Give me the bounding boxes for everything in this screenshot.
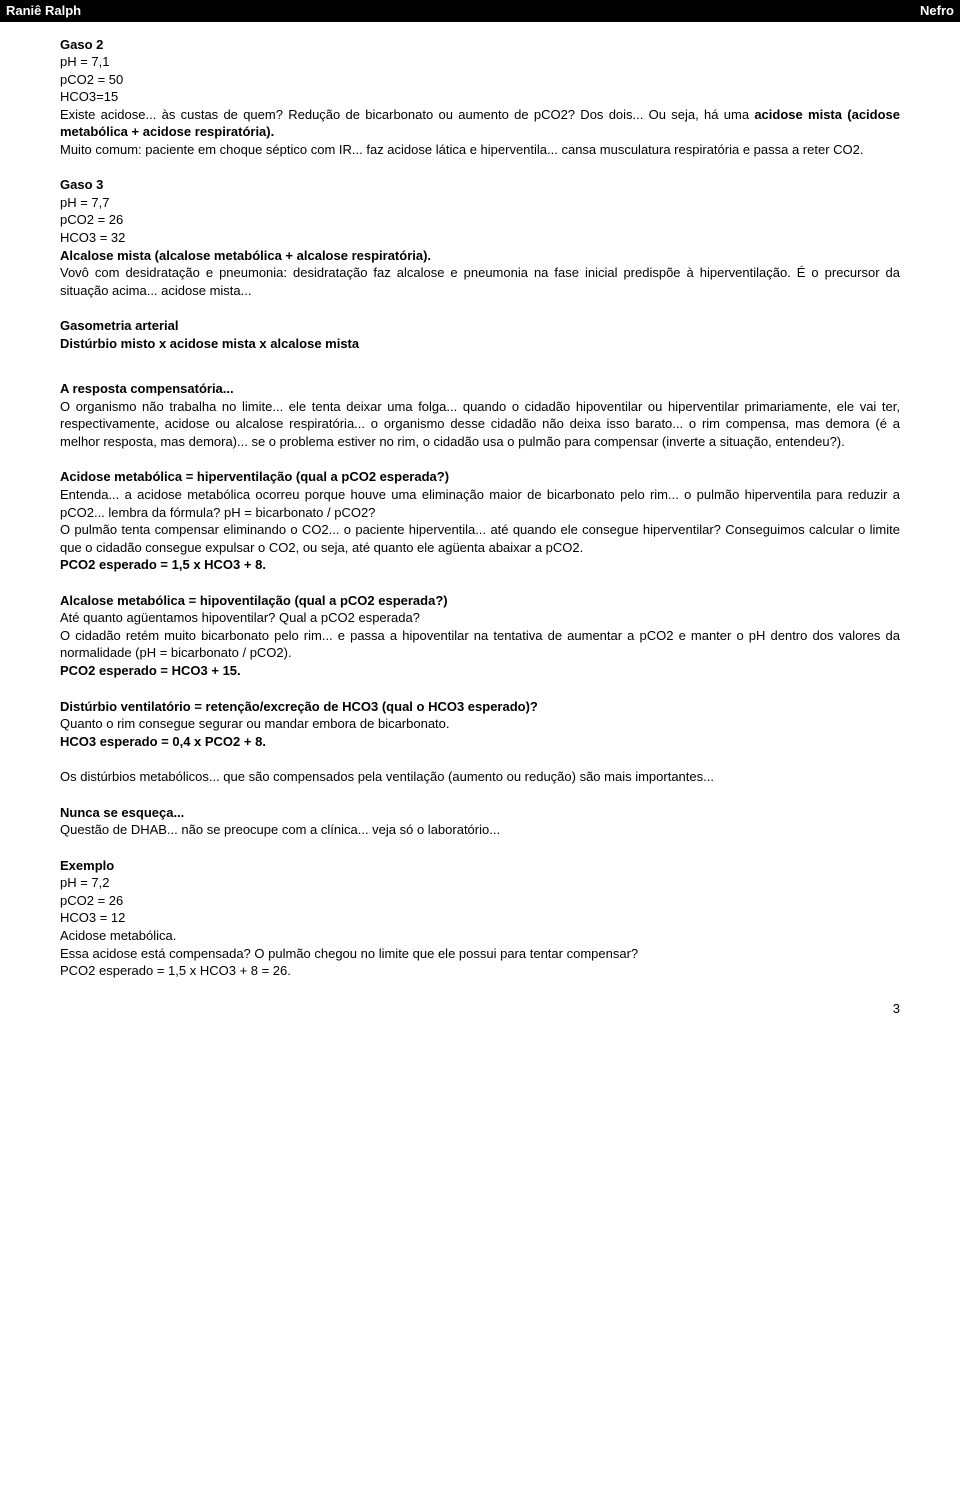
exemplo-pco2: pCO2 = 26: [60, 892, 900, 910]
alcalose-met-l2: O cidadão retém muito bicarbonato pelo r…: [60, 627, 900, 662]
exemplo-hco3: HCO3 = 12: [60, 909, 900, 927]
exemplo-calc: PCO2 esperado = 1,5 x HCO3 + 8 = 26.: [60, 962, 900, 980]
disturbio-title: Distúrbio ventilatório = retenção/excreç…: [60, 698, 900, 716]
header-left: Raniê Ralph: [6, 2, 81, 20]
gaso2-line1: Existe acidose... às custas de quem? Red…: [60, 106, 900, 141]
exemplo-ph: pH = 7,2: [60, 874, 900, 892]
nunca-title: Nunca se esqueça...: [60, 804, 900, 822]
alcalose-met-title: Alcalose metabólica = hipoventilação (qu…: [60, 592, 900, 610]
alcalose-met-formula: PCO2 esperado = HCO3 + 15.: [60, 662, 900, 680]
disturbio-formula: HCO3 esperado = 0,4 x PCO2 + 8.: [60, 733, 900, 751]
gaso2-title: Gaso 2: [60, 36, 900, 54]
gaso3-title: Gaso 3: [60, 176, 900, 194]
exemplo-block: Exemplo pH = 7,2 pCO2 = 26 HCO3 = 12 Aci…: [60, 857, 900, 980]
header-bar: Raniê Ralph Nefro: [0, 0, 960, 22]
disturbio-block: Distúrbio ventilatório = retenção/excreç…: [60, 698, 900, 751]
alcalose-met-l1: Até quanto agüentamos hipoventilar? Qual…: [60, 609, 900, 627]
gaso2-hco3: HCO3=15: [60, 88, 900, 106]
gaso2-block: Gaso 2 pH = 7,1 pCO2 = 50 HCO3=15 Existe…: [60, 36, 900, 159]
disturbio-l1: Quanto o rim consegue segurar ou mandar …: [60, 715, 900, 733]
acidose-met-l2: O pulmão tenta compensar eliminando o CO…: [60, 521, 900, 556]
gaso3-line1: Vovô com desidratação e pneumonia: desid…: [60, 264, 900, 299]
acidose-met-formula: PCO2 esperado = 1,5 x HCO3 + 8.: [60, 556, 900, 574]
exemplo-diag: Acidose metabólica.: [60, 927, 900, 945]
alcalose-met-block: Alcalose metabólica = hipoventilação (qu…: [60, 592, 900, 680]
resposta-block: A resposta compensatória... O organismo …: [60, 380, 900, 450]
resposta-body: O organismo não trabalha no limite... el…: [60, 398, 900, 451]
gaso3-ph: pH = 7,7: [60, 194, 900, 212]
gasometria-l2: Distúrbio misto x acidose mista x alcalo…: [60, 335, 900, 353]
gaso3-pco2: pCO2 = 26: [60, 211, 900, 229]
gaso2-ph: pH = 7,1: [60, 53, 900, 71]
page-number: 3: [60, 1000, 900, 1018]
acidose-met-block: Acidose metabólica = hiperventilação (qu…: [60, 468, 900, 573]
header-right: Nefro: [920, 2, 954, 20]
resposta-title: A resposta compensatória...: [60, 380, 900, 398]
gasometria-block: Gasometria arterial Distúrbio misto x ac…: [60, 317, 900, 352]
gaso3-hco3: HCO3 = 32: [60, 229, 900, 247]
disturbios-met-text: Os distúrbios metabólicos... que são com…: [60, 768, 900, 786]
exemplo-q: Essa acidose está compensada? O pulmão c…: [60, 945, 900, 963]
gaso2-line1a: Existe acidose... às custas de quem? Red…: [60, 107, 754, 122]
nunca-body: Questão de DHAB... não se preocupe com a…: [60, 821, 900, 839]
acidose-met-title: Acidose metabólica = hiperventilação (qu…: [60, 468, 900, 486]
exemplo-title: Exemplo: [60, 857, 900, 875]
acidose-met-l1: Entenda... a acidose metabólica ocorreu …: [60, 486, 900, 521]
gaso2-line2: Muito comum: paciente em choque séptico …: [60, 141, 900, 159]
gaso3-subtitle: Alcalose mista (alcalose metabólica + al…: [60, 247, 900, 265]
nunca-block: Nunca se esqueça... Questão de DHAB... n…: [60, 804, 900, 839]
gasometria-l1: Gasometria arterial: [60, 317, 900, 335]
gaso2-pco2: pCO2 = 50: [60, 71, 900, 89]
gaso3-block: Gaso 3 pH = 7,7 pCO2 = 26 HCO3 = 32 Alca…: [60, 176, 900, 299]
